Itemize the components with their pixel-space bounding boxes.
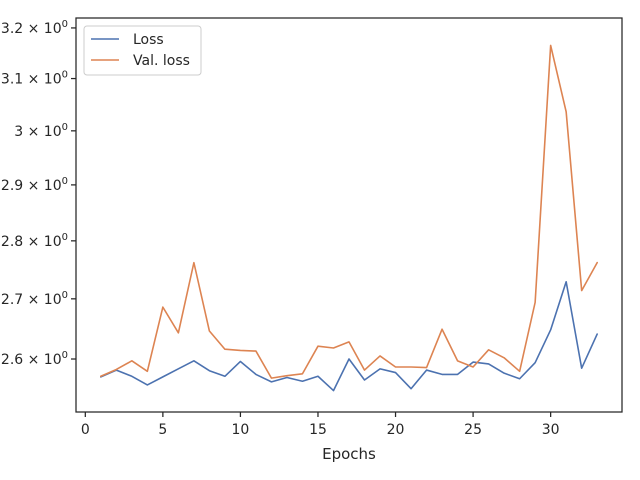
x-tick-label: 0 [81,422,90,438]
y-tick-label: 3 × 100 [14,122,68,140]
y-tick-label: 2.9 × 100 [1,176,68,194]
y-tick-label: 2.8 × 100 [1,232,68,250]
x-tick-label: 30 [542,422,560,438]
x-tick-label: 10 [232,422,250,438]
series-line-val-loss [100,44,598,379]
y-tick-label: 2.7 × 100 [1,290,68,308]
x-tick-label: 5 [158,422,167,438]
x-tick-label: 20 [387,422,405,438]
y-tick-label: 2.6 × 100 [1,350,68,368]
y-tick-label: 3.1 × 100 [1,70,68,88]
legend-label-loss: Loss [133,32,164,48]
y-tick-label: 3.2 × 100 [1,19,68,37]
series-lines [100,44,598,392]
x-tick-label: 15 [309,422,327,438]
legend: Loss Val. loss [83,25,202,76]
x-axis-label: Epochs [322,445,376,463]
legend-label-val-loss: Val. loss [133,53,190,69]
series-line-loss [100,280,598,392]
axis-ticks: 0 5 10 15 20 25 30 2.6 × 100 2.7 × 100 2.8 × 100 2… [1,19,560,438]
x-tick-label: 25 [464,422,482,438]
plot-frame [75,17,623,413]
